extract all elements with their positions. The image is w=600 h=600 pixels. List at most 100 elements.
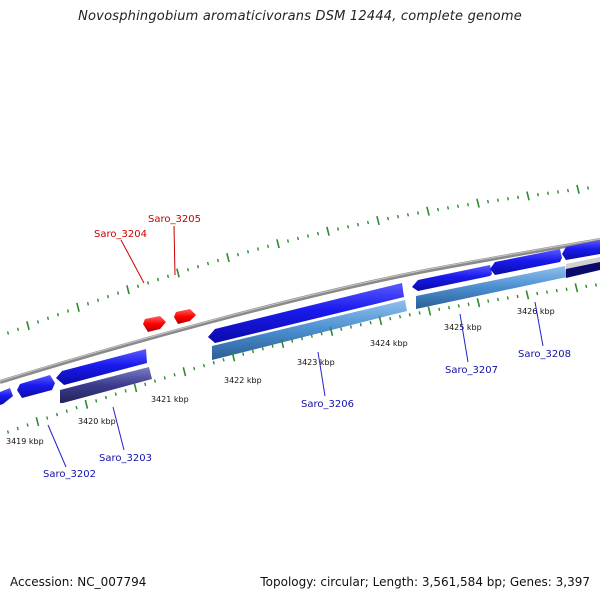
outer-ring-tick (106, 294, 110, 299)
outer-ring-tick (456, 204, 460, 208)
outer-ring-tick (86, 302, 90, 306)
outer-ring-tick (36, 320, 40, 324)
outer-ring-tick (6, 331, 10, 335)
outer-ring-tick (376, 215, 380, 226)
inner-ring-tick (75, 405, 78, 410)
outer-ring-tick (126, 285, 130, 295)
gene-forward-3203-top (56, 349, 147, 385)
gene-label-saro-3205[interactable]: Saro_3205 (148, 214, 201, 225)
outer-ring-tick (296, 236, 300, 241)
gene-grey-right (566, 257, 600, 269)
outer-tick-ring (6, 184, 590, 335)
outer-ring-tick (586, 186, 590, 190)
outer-ring-tick (466, 202, 470, 207)
inner-ring-tick (222, 358, 225, 362)
outer-ring-tick (506, 197, 510, 201)
genome-stats-text: Topology: circular; Length: 3,561,584 bp… (260, 575, 590, 589)
gene-forward-3206-top (208, 283, 404, 343)
scale-tick-label: 3421 kbp (151, 395, 189, 404)
inner-ring-tick (16, 426, 19, 431)
inner-ring-tick (378, 316, 383, 326)
inner-ring-tick (329, 326, 334, 336)
outer-ring-tick (496, 198, 500, 202)
inner-ring-tick (163, 376, 166, 380)
outer-ring-tick (446, 206, 450, 210)
outer-ring-tick (16, 327, 20, 332)
genome-backbone (0, 238, 600, 384)
inner-ring-tick (516, 294, 519, 299)
inner-ring-tick (398, 314, 402, 319)
gene-forward-left-edge (0, 388, 13, 405)
inner-ring-tick (408, 313, 411, 317)
inner-ring-tick (46, 416, 49, 420)
inner-ring-tick (320, 331, 323, 336)
outer-ring-tick (476, 198, 480, 208)
inner-ring-tick (251, 349, 255, 354)
outer-ring-tick (536, 192, 540, 197)
outer-ring-tick (26, 321, 30, 331)
outer-ring-tick (66, 309, 70, 313)
inner-ring-tick (261, 347, 264, 351)
outer-ring-tick (336, 227, 340, 231)
inner-ring-tick (133, 383, 138, 393)
gene-reverse-3207 (416, 266, 567, 309)
gene-label-saro-3203[interactable]: Saro_3203 (99, 453, 152, 464)
inner-ring-tick (55, 412, 59, 417)
inner-ring-tick (555, 288, 558, 293)
inner-ring-tick (280, 338, 285, 349)
outer-ring-tick (206, 261, 210, 266)
inner-ring-tick (242, 352, 245, 356)
inner-ring-tick (438, 307, 441, 312)
inner-ring-tick (124, 389, 127, 393)
outer-ring-tick (156, 277, 160, 282)
gene-label-saro-3208[interactable]: Saro_3208 (518, 349, 571, 360)
outer-ring-tick (116, 291, 120, 295)
inner-ring-tick (114, 392, 117, 396)
inner-ring-tick (585, 284, 588, 289)
accession-text: Accession: NC_007794 (10, 575, 147, 589)
outer-ring-tick (266, 244, 270, 249)
inner-ring-tick (359, 323, 362, 327)
outer-ring-tick (546, 191, 550, 195)
inner-ring-tick (525, 290, 530, 300)
gene-label-saro-3204[interactable]: Saro_3204 (94, 229, 147, 240)
outer-ring-tick (356, 222, 360, 227)
outer-ring-tick (426, 206, 430, 216)
inner-ring-tick (65, 409, 68, 413)
inner-ring-tick (369, 320, 372, 325)
inner-ring-tick (418, 311, 421, 315)
outer-ring-tick (396, 214, 400, 219)
outer-ring-tick (346, 225, 350, 229)
inner-ring-tick (35, 416, 40, 427)
gene-label-saro-3202[interactable]: Saro_3202 (43, 469, 96, 480)
gene-leader-lines (47, 225, 544, 468)
outer-ring-tick (386, 216, 390, 221)
inner-ring-tick (565, 287, 568, 291)
gene-forward-3202-shape (17, 375, 55, 398)
inner-ring-tick (26, 423, 29, 427)
inner-ring-tick (202, 363, 206, 368)
outer-ring-tick (566, 188, 570, 193)
inner-ring-tick (291, 339, 294, 343)
inner-ring-tick (496, 297, 500, 302)
gene-forward-right-edge (562, 240, 600, 260)
inner-ring-tick (104, 395, 108, 400)
outer-ring-tick (146, 281, 150, 285)
outer-ring-tick (226, 253, 230, 263)
scale-tick-label: 3420 kbp (78, 417, 116, 426)
outer-ring-tick (176, 268, 180, 278)
inner-ring-tick (95, 399, 98, 403)
gene-label-saro-3206[interactable]: Saro_3206 (301, 399, 354, 410)
rna-gene-3204 (143, 316, 166, 332)
inner-scale-ring (6, 283, 598, 434)
gene-label-saro-3207[interactable]: Saro_3207 (445, 365, 498, 376)
scale-labels: 3419 kbp 3420 kbp 3421 kbp 3422 kbp 3423… (6, 307, 555, 446)
outer-ring-tick (256, 247, 260, 251)
scale-tick-label: 3422 kbp (224, 376, 262, 385)
outer-ring-tick (236, 252, 240, 257)
inner-ring-tick (153, 379, 157, 383)
outer-ring-tick (196, 264, 200, 269)
inner-ring-tick (300, 336, 304, 341)
scale-tick-label: 3423 kbp (297, 358, 335, 367)
